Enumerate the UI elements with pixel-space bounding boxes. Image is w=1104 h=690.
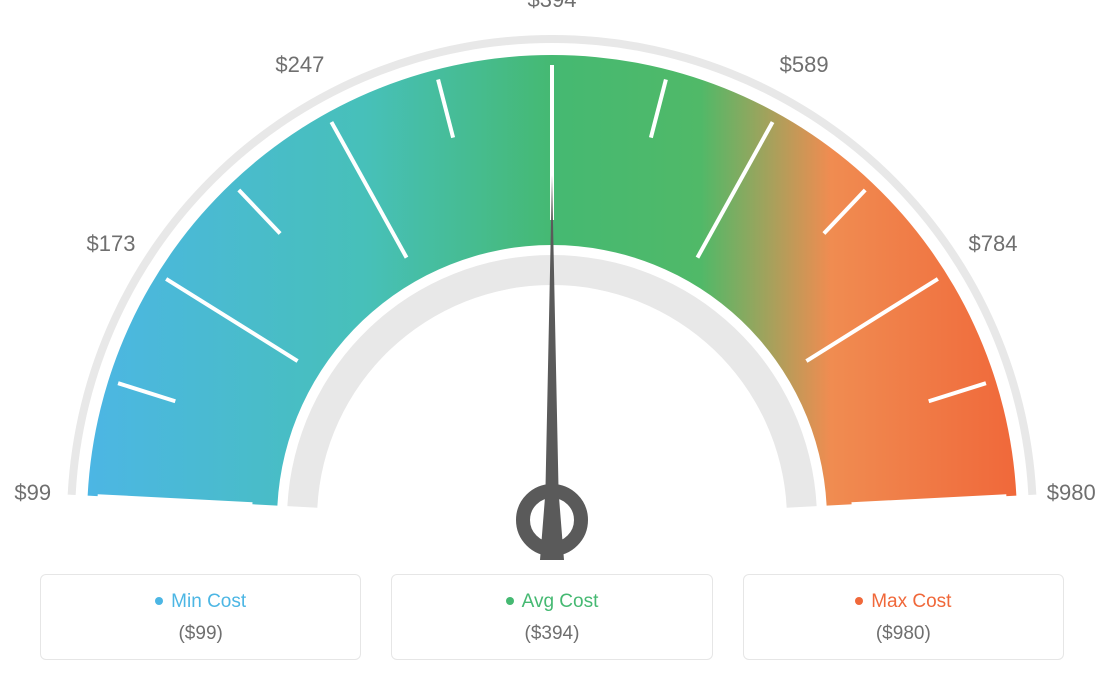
legend-title-avg: Avg Cost [392,591,711,613]
gauge-tick-label: $173 [87,231,136,257]
legend-value-min: ($99) [41,623,360,645]
legend-title-min: Min Cost [41,591,360,613]
legend-title-max: Max Cost [744,591,1063,613]
dot-max [855,597,863,605]
gauge-tick-label: $589 [780,52,829,78]
legend-title-max-text: Max Cost [871,591,951,612]
gauge-tick-label: $99 [14,480,51,506]
legend-row: Min Cost ($99) Avg Cost ($394) Max Cost … [40,574,1064,660]
legend-card-avg: Avg Cost ($394) [391,574,712,660]
gauge-tick-label: $784 [969,231,1018,257]
legend-card-max: Max Cost ($980) [743,574,1064,660]
gauge-svg [0,0,1104,560]
legend-value-avg: ($394) [392,623,711,645]
legend-title-avg-text: Avg Cost [522,591,599,612]
legend-value-max: ($980) [744,623,1063,645]
gauge-tick-label: $394 [528,0,577,13]
dot-min [155,597,163,605]
legend-card-min: Min Cost ($99) [40,574,361,660]
gauge-tick-label: $247 [275,52,324,78]
gauge-tick-label: $980 [1047,480,1096,506]
dot-avg [506,597,514,605]
legend-title-min-text: Min Cost [171,591,246,612]
gauge-chart: $99 $173 $247 $394 $589 $784 $980 [0,0,1104,560]
